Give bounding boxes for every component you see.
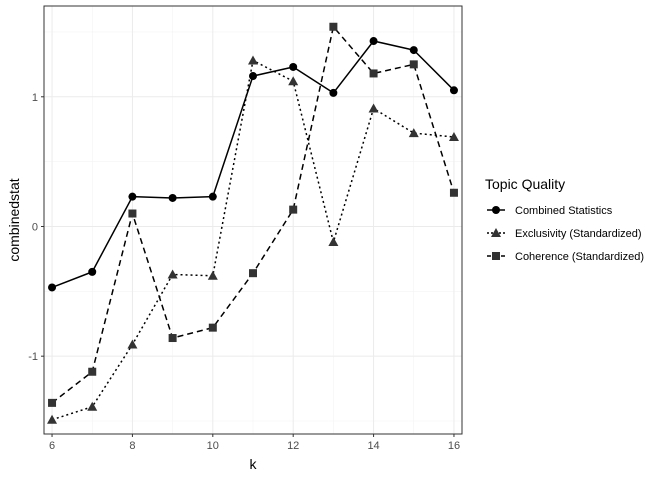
data-point [408, 128, 419, 138]
x-tick-label: 10 [207, 440, 219, 452]
data-point [409, 60, 418, 69]
y-tick-label: 0 [32, 221, 38, 233]
data-point [207, 270, 218, 280]
data-point [48, 398, 57, 407]
data-point [249, 72, 257, 81]
data-point [369, 69, 378, 78]
y-axis-title: combinedstat [6, 178, 22, 261]
data-point [289, 205, 298, 214]
data-point [328, 237, 339, 247]
legend-label: Combined Statistics [515, 205, 613, 217]
data-point [409, 46, 418, 55]
data-point [368, 103, 379, 113]
data-point [329, 22, 338, 31]
panel-border [43, 5, 463, 435]
legend-key-marker [491, 228, 501, 237]
legend-label: Exclusivity (Standardized) [515, 228, 642, 240]
data-point [48, 283, 57, 292]
data-point [449, 188, 458, 197]
legend: Topic Quality Combined Statistics Exclusi… [485, 176, 644, 263]
data-point [289, 62, 298, 71]
data-point [208, 192, 217, 201]
data-point [249, 269, 257, 278]
data-point [168, 193, 177, 202]
axis-ticks: 6 8 10 12 14 16 -1 0 1 [28, 92, 460, 452]
data-point [168, 334, 177, 343]
data-point [128, 192, 137, 201]
legend-label: Coherence (Standardized) [515, 251, 644, 263]
data-point [248, 55, 258, 65]
legend-key-marker [492, 252, 500, 260]
y-tick-label: -1 [28, 351, 38, 363]
data-point [47, 414, 58, 424]
data-point [288, 76, 299, 86]
series-markers [47, 22, 459, 424]
legend-key-marker [492, 206, 500, 214]
data-point [87, 401, 98, 411]
data-point [329, 88, 338, 97]
legend-title: Topic Quality [485, 176, 565, 192]
data-point [449, 86, 458, 95]
x-axis-title: k [250, 456, 258, 472]
x-tick-label: 8 [129, 440, 135, 452]
x-tick-label: 6 [49, 440, 55, 452]
x-tick-label: 12 [287, 440, 299, 452]
data-point [208, 323, 217, 332]
data-point [88, 267, 97, 276]
y-tick-label: 1 [32, 92, 38, 104]
data-point [127, 339, 138, 349]
x-tick-label: 16 [448, 440, 460, 452]
data-point [88, 367, 97, 376]
data-point [448, 131, 459, 141]
x-tick-label: 14 [367, 440, 379, 452]
data-point [128, 209, 137, 218]
data-point [167, 269, 178, 279]
data-point [369, 37, 378, 46]
